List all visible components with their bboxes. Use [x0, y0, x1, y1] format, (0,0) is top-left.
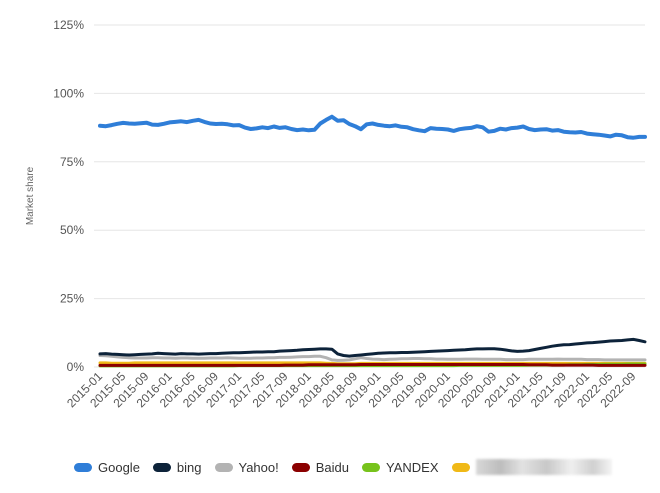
series-line-yahoo-: [98, 354, 647, 362]
series-lines: [98, 114, 647, 368]
legend-swatch: [362, 462, 380, 472]
y-tick-label: 25%: [60, 292, 84, 306]
legend-item-baidu[interactable]: Baidu: [291, 459, 349, 475]
legend-swatch: [291, 462, 310, 472]
legend-item-yandex[interactable]: YANDEX: [362, 460, 439, 475]
x-axis-ticks: 2015-012015-052015-092016-012016-052016-…: [64, 369, 639, 410]
y-axis-ticks: 0% 25% 50% 75% 100% 125%: [53, 18, 84, 374]
legend-label-obscured: [475, 459, 612, 475]
series-line-baidu: [98, 363, 647, 367]
y-tick-label: 75%: [60, 155, 84, 169]
y-tick-label: 50%: [60, 223, 84, 237]
legend-item-obscured[interactable]: [451, 459, 612, 475]
y-tick-label: 0%: [67, 360, 85, 374]
legend-label: Google: [98, 459, 140, 475]
legend-swatch: [214, 462, 233, 472]
series-line-google: [98, 114, 647, 140]
y-tick-label: 100%: [53, 86, 84, 100]
legend-item-google[interactable]: Google: [74, 460, 140, 475]
y-axis-title: Market share: [25, 166, 36, 225]
legend-item-yahoo-[interactable]: Yahoo!: [214, 459, 279, 475]
legend-swatch: [451, 462, 470, 472]
legend-label: bing: [176, 459, 202, 475]
y-tick-label: 125%: [53, 18, 84, 32]
legend-swatch: [74, 462, 92, 472]
series-line-bing: [98, 337, 647, 358]
legend-label: Baidu: [315, 459, 349, 475]
legend-label: YANDEX: [386, 459, 439, 475]
legend: Google bing Yahoo! Baidu YANDEX: [74, 459, 625, 475]
gridlines: [94, 24, 645, 368]
legend-swatch: [152, 462, 171, 472]
legend-label: Yahoo!: [238, 459, 279, 475]
legend-item-bing[interactable]: bing: [152, 459, 202, 475]
